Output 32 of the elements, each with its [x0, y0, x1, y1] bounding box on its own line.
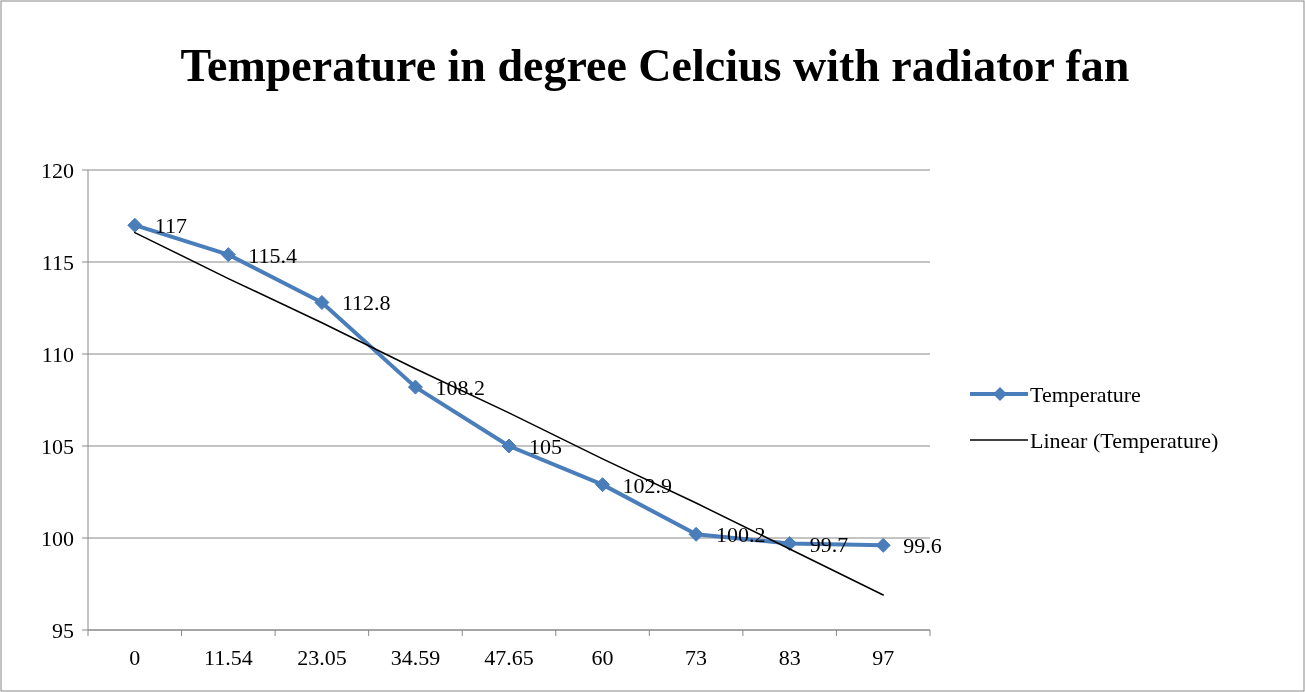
data-label: 105	[529, 434, 562, 459]
data-label: 115.4	[248, 242, 298, 268]
point	[595, 477, 611, 493]
point	[127, 217, 143, 233]
x-tick-label: 23.05	[297, 645, 347, 670]
legend-label: Temperature	[1030, 382, 1141, 407]
y-tick-label: 100	[41, 526, 74, 551]
point	[875, 537, 891, 553]
x-tick-label: 0	[129, 645, 141, 670]
x-tick-label: 83	[778, 645, 801, 670]
point	[782, 536, 798, 552]
data-label: 117	[154, 213, 187, 239]
y-tick-label: 110	[41, 342, 74, 367]
data-label: 112.8	[341, 290, 391, 316]
point	[407, 379, 423, 395]
y-tick-label: 95	[52, 618, 74, 643]
chart-title: Temperature in degree Celcius with radiator fan	[179, 40, 1131, 92]
x-tick-label: 11.54	[203, 645, 253, 670]
x-tick-label: 73	[685, 645, 708, 670]
point	[314, 294, 330, 310]
point	[501, 438, 517, 454]
x-tick-label: 47.65	[484, 645, 534, 670]
point	[688, 526, 704, 542]
data-label: 99.6	[903, 533, 942, 559]
y-tick-label: 120	[41, 158, 74, 183]
y-tick-label: 105	[41, 434, 74, 459]
x-tick-label: 34.59	[390, 645, 441, 670]
y-tick-label: 115	[41, 250, 74, 275]
x-tick-label: 97	[872, 645, 895, 670]
x-tick-label: 60	[591, 645, 614, 670]
legend-label: Linear (Temperature)	[1030, 428, 1219, 453]
point	[220, 247, 236, 263]
